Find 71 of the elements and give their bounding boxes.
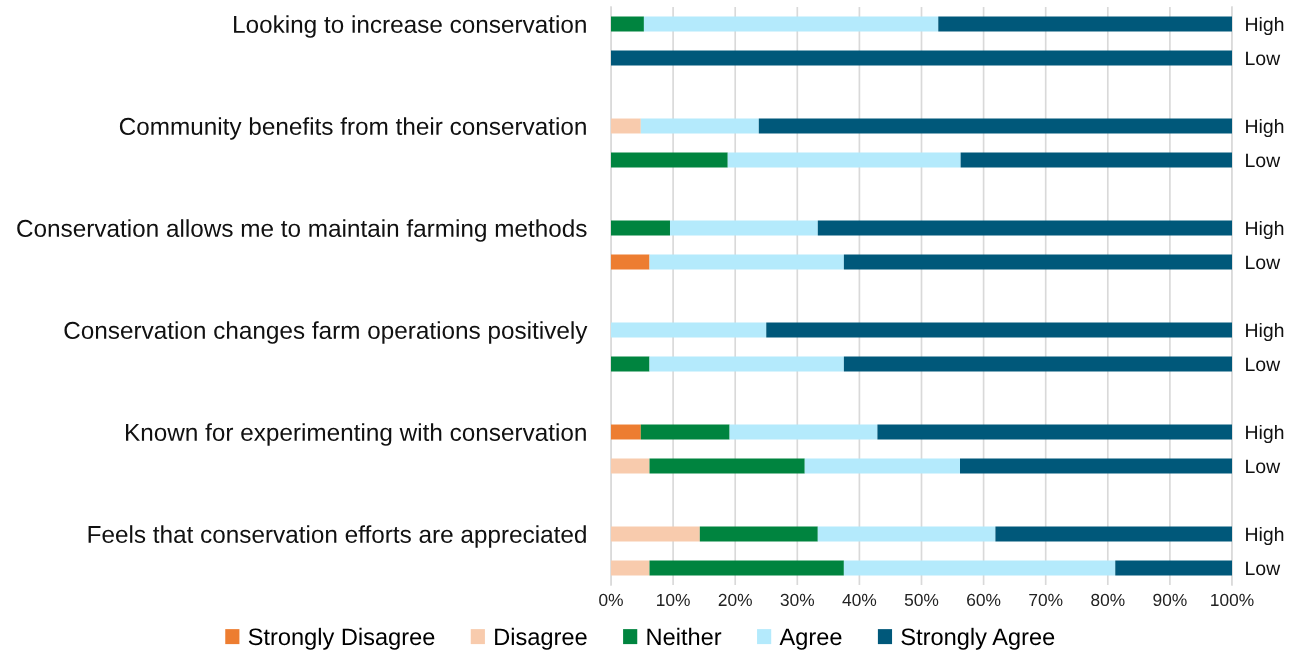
x-tick-label: 30% [780, 593, 815, 607]
y2-tick-label: Low [1246, 153, 1281, 168]
x-tick-label: 0% [599, 593, 623, 607]
legend-label: Agree [779, 628, 842, 650]
y-tick-label: Conservation allows me to maintain farming methods [17, 219, 587, 242]
legend-label: Strongly Disagree [248, 627, 435, 650]
bar [611, 152, 728, 168]
bar [938, 16, 1232, 32]
bar [758, 118, 1232, 134]
bar [804, 458, 960, 474]
bar [649, 356, 844, 372]
y-tick-label: Looking to increase conservation [234, 15, 586, 38]
bar [843, 356, 1232, 372]
bar [843, 254, 1232, 270]
x-tick-label: 50% [904, 593, 939, 607]
y-tick-label: Known for experimenting with conservation [126, 423, 586, 446]
y2-tick-label: Low [1246, 459, 1281, 474]
bar [640, 118, 759, 134]
legend-label: Disagree [495, 627, 587, 650]
x-tick-label: 10% [657, 593, 690, 607]
bar [611, 424, 641, 440]
bar [649, 458, 805, 474]
bar [640, 424, 730, 440]
bar [995, 526, 1232, 542]
bar [843, 560, 1116, 576]
bar [960, 458, 1232, 474]
y-tick-label: Community benefits from their conservation [119, 117, 586, 140]
bar [643, 16, 939, 32]
x-tick-label: 40% [842, 593, 877, 607]
x-tick-label: 100% [1211, 593, 1254, 607]
x-tick-label: 90% [1153, 593, 1187, 607]
bar [611, 526, 700, 542]
bar [611, 254, 650, 270]
bar [877, 424, 1232, 440]
bar [670, 220, 818, 236]
bar [611, 118, 641, 134]
bar [611, 50, 1232, 66]
y2-tick-label: Low [1246, 561, 1281, 576]
bar [817, 220, 1232, 236]
x-tick-label: 80% [1091, 593, 1125, 607]
x-tick-label: 60% [967, 593, 1001, 607]
bar [611, 322, 767, 338]
bar [611, 458, 650, 474]
y2-tick-label: High [1246, 16, 1284, 36]
bar [817, 526, 996, 542]
bar [649, 254, 844, 270]
x-tick-label: 20% [718, 593, 752, 607]
y-tick-label: Conservation changes farm operations positively [64, 321, 588, 344]
bar [611, 16, 644, 32]
bar [699, 526, 818, 542]
y-tick-label: Feels that conservation efforts are appreciated [88, 525, 586, 548]
x-tick-label: 70% [1029, 593, 1063, 607]
bar [649, 560, 844, 576]
bar [766, 322, 1232, 338]
bar [611, 356, 650, 372]
y2-tick-label: High [1246, 424, 1284, 444]
bar [611, 560, 650, 576]
y2-tick-label: Low [1246, 255, 1281, 270]
y2-tick-label: High [1246, 322, 1284, 342]
y2-tick-label: High [1246, 526, 1284, 546]
bar [1115, 560, 1232, 576]
y2-tick-label: High [1246, 220, 1284, 240]
bar [611, 220, 670, 236]
y2-tick-label: Low [1246, 357, 1281, 372]
legend-label: Strongly Agree [901, 627, 1055, 650]
bar [729, 424, 878, 440]
bar [960, 152, 1232, 168]
y2-tick-label: High [1246, 118, 1284, 138]
y2-tick-label: Low [1246, 51, 1281, 66]
bar [727, 152, 961, 168]
legend-label: Neither [647, 627, 722, 646]
